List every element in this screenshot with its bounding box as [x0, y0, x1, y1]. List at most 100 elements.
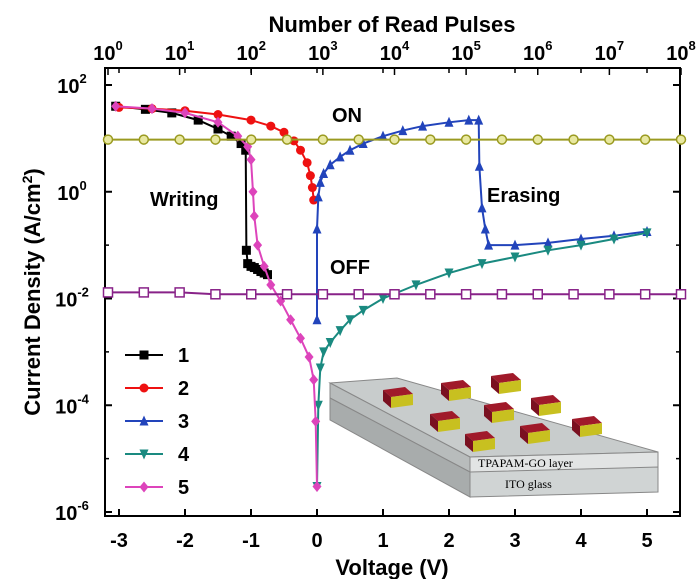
data-point [309, 374, 319, 386]
data-point [398, 125, 408, 136]
x-tick-label: -2 [176, 530, 194, 552]
top-tick-label: 100 [93, 38, 122, 65]
data-point [248, 186, 258, 198]
data-point [532, 134, 543, 145]
data-point [307, 183, 317, 193]
legend-item-3: 3 [125, 411, 189, 433]
data-point [241, 245, 251, 255]
data-point [460, 134, 472, 145]
top-axis-title: Number of Read Pulses [269, 12, 516, 37]
data-point [609, 234, 619, 245]
annotation-on: ON [332, 105, 362, 127]
data-point [302, 158, 312, 168]
y-axis-title-sup: 2 [19, 175, 35, 183]
data-point [576, 240, 586, 251]
data-point [226, 131, 236, 141]
data-point [315, 176, 325, 187]
data-point [389, 289, 400, 300]
data-point [319, 347, 329, 358]
data-point [378, 294, 388, 304]
electrode-side [499, 380, 521, 394]
data-point [317, 289, 329, 300]
data-point [353, 289, 364, 300]
x-tick-label: -1 [242, 530, 260, 552]
inset-electrodes [383, 373, 602, 452]
data-point [642, 228, 652, 239]
annotation-writing: Writing [150, 189, 219, 211]
electrode-front [520, 426, 528, 444]
inset-base-side [469, 466, 659, 498]
data-point [111, 100, 121, 112]
data-point [496, 134, 508, 145]
data-point [378, 130, 388, 141]
top-tick-label: 108 [666, 38, 695, 65]
data-point [345, 315, 355, 326]
data-point [315, 363, 325, 374]
data-point [147, 103, 157, 115]
data-point [474, 114, 484, 125]
data-point [304, 351, 314, 363]
data-point [484, 239, 494, 250]
data-point [213, 110, 223, 120]
data-point [102, 134, 114, 145]
data-point [281, 289, 293, 300]
data-point [639, 134, 651, 145]
electrode-side [438, 418, 460, 432]
data-point [286, 314, 296, 326]
y-axis-title-close: ) [20, 168, 45, 175]
x-tick-label: 5 [641, 530, 652, 552]
x-tick-label: 4 [575, 530, 587, 552]
top-tick-label: 101 [165, 38, 194, 65]
data-point [464, 114, 474, 125]
x-tick-label: 2 [443, 530, 454, 552]
data-point [510, 252, 520, 263]
legend-item-1: 1 [125, 345, 189, 367]
data-point [568, 134, 579, 145]
data-point [411, 280, 421, 291]
data-point [210, 289, 221, 300]
data-point [167, 108, 177, 118]
data-point [325, 337, 335, 348]
electrode-front [465, 434, 473, 452]
data-point [139, 481, 149, 493]
electrode-front [491, 376, 499, 394]
electrode-top [531, 395, 561, 405]
legend-item-5: 5 [125, 477, 189, 499]
electrode-top [520, 423, 550, 433]
data-point [174, 134, 185, 145]
data-point [253, 239, 263, 251]
y-axis-title-main: Current Density (A/cm [20, 183, 45, 415]
data-point [543, 245, 553, 256]
data-point [444, 116, 454, 127]
data-point [389, 134, 400, 145]
data-point [532, 289, 543, 300]
electrode-top [484, 402, 514, 412]
data-point [139, 350, 149, 360]
data-point [213, 124, 223, 134]
legend-label: 3 [178, 411, 189, 433]
electrode-top [491, 373, 521, 383]
y-tick-label: 10-4 [55, 391, 90, 418]
series-layer [102, 100, 687, 493]
x-tick-label: 3 [509, 530, 520, 552]
data-point [335, 326, 345, 337]
legend-label: 4 [178, 444, 190, 466]
electrode-top [572, 416, 602, 426]
data-point [193, 115, 203, 125]
data-point [210, 134, 221, 145]
data-point [496, 289, 508, 300]
data-point [138, 287, 150, 298]
data-point [305, 171, 315, 181]
data-point [312, 481, 322, 493]
data-point [139, 415, 149, 426]
legend-label: 5 [178, 477, 189, 499]
electrode-front [572, 419, 580, 437]
electrode-top [430, 411, 460, 421]
data-point [317, 134, 329, 145]
data-point [246, 134, 257, 145]
data-point [425, 134, 436, 145]
electrode-side [473, 438, 495, 452]
x-tick-label: -3 [110, 530, 128, 552]
electrode-side [492, 409, 514, 423]
top-tick-label: 107 [595, 38, 624, 65]
